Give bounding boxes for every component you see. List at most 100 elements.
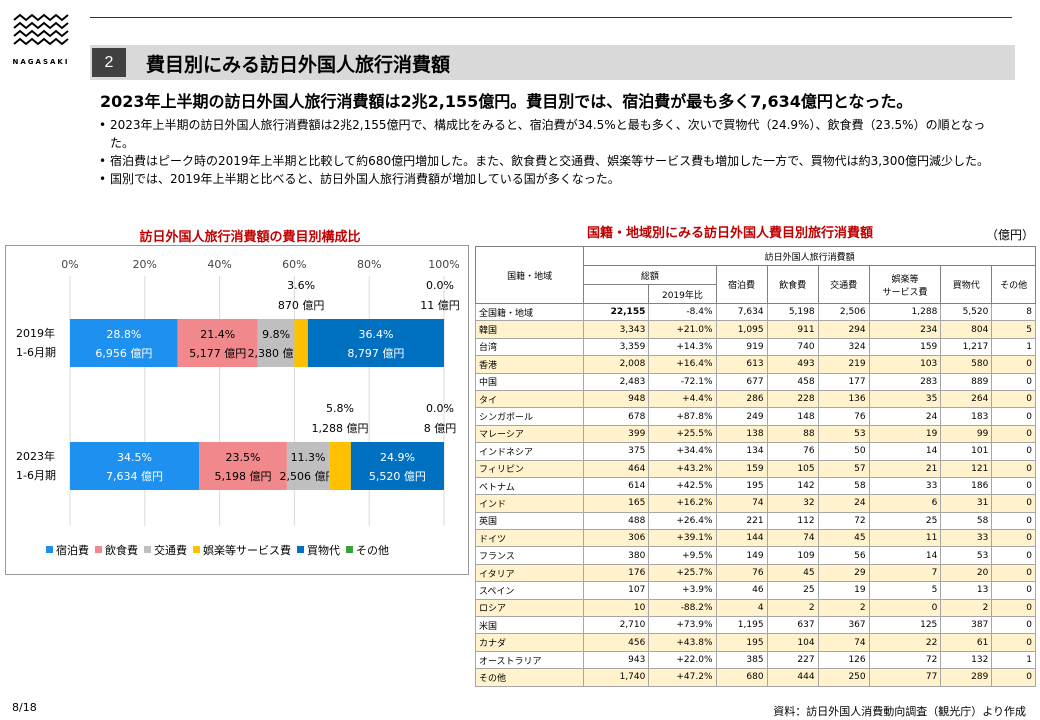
table-cell: 112 [766, 511, 819, 531]
data-label-pct-outside: 0.0% [426, 279, 454, 292]
bullet-item: 国別では、2019年上半期と比べると、訪日外国人旅行消費額が増加している国が多く… [98, 170, 998, 188]
data-label-amount-outside: 8 億円 [424, 422, 457, 435]
table-cell: 58 [817, 476, 870, 496]
table-cell: 72 [817, 511, 870, 531]
table-cell: 219 [817, 355, 870, 374]
bar-segment [329, 442, 351, 490]
cell-region: カナダ [474, 633, 585, 652]
table-cell: 5,198 [766, 302, 819, 322]
col-header-entertainment-line1: 娯楽等 [891, 274, 919, 285]
col-header-entertainment: 娯楽等 サービス費 [868, 265, 942, 304]
table-cell: -8.4% [648, 302, 717, 322]
table-cell: 3,343 [583, 320, 650, 339]
cell-region: 韓国 [474, 320, 585, 339]
table-cell: 444 [766, 668, 819, 687]
data-label-pct: 28.8% [106, 328, 141, 341]
bar-segment [177, 319, 258, 367]
table-cell: 1,740 [583, 668, 650, 687]
cell-region: オーストラリア [474, 650, 585, 670]
table-cell: 6 [868, 494, 942, 513]
table-cell: 2 [940, 598, 993, 618]
source-note: 資料：訪日外国人消費動向調査（観光庁）より作成 [773, 705, 1026, 718]
table-cell: 380 [583, 546, 650, 565]
section-title: 費目別にみる訪日外国人旅行消費額 [146, 54, 451, 76]
table-cell: 0 [991, 459, 1036, 478]
bar-segment [294, 319, 308, 367]
table-cell: 76 [715, 563, 768, 583]
table-cell: 19 [868, 424, 942, 444]
table-cell: 25 [868, 511, 942, 531]
logo-brand: NAGASAKI [12, 58, 70, 66]
table-cell: 2,008 [583, 355, 650, 374]
table-cell: 0 [991, 633, 1036, 652]
table-cell: 183 [940, 407, 993, 426]
data-label-amount: 5,198 億円 [214, 470, 271, 483]
table-cell: +25.5% [648, 424, 717, 444]
table-cell: 125 [868, 616, 942, 635]
table-cell: 228 [766, 389, 819, 409]
table-cell: 948 [583, 389, 650, 409]
table-cell: 2,710 [583, 616, 650, 635]
table-cell: 264 [940, 389, 993, 409]
table-row: カナダ 456 +43.8% 195 104 74 22 61 0 [474, 633, 1036, 652]
data-label-amount-outside: 1,288 億円 [312, 422, 369, 435]
table-cell: 943 [583, 650, 650, 670]
bar-segment [70, 442, 200, 490]
table-cell: 76 [766, 442, 819, 461]
cell-region: インドネシア [474, 442, 585, 461]
table-cell: 677 [715, 372, 768, 391]
table-cell: +73.9% [648, 616, 717, 635]
unit-label: （億円） [986, 228, 1035, 242]
table-cell: 0 [991, 529, 1036, 548]
table-cell: 134 [715, 442, 768, 461]
table-cell: 14 [868, 442, 942, 461]
data-label-pct: 11.3% [291, 451, 326, 464]
data-label-amount: 5,177 億円 [189, 347, 246, 360]
legend-swatch [346, 546, 353, 553]
table-cell: 493 [766, 355, 819, 374]
table-cell: 0 [991, 616, 1036, 635]
x-tick-label: 40% [207, 258, 231, 271]
table-cell: 45 [766, 563, 819, 583]
table-cell: -72.1% [648, 372, 717, 391]
data-label-pct: 9.8% [262, 328, 290, 341]
table-cell: 22,155 [583, 302, 650, 322]
table-cell: +42.5% [648, 476, 717, 496]
table-cell: 7 [868, 563, 942, 583]
table-cell: 7,634 [715, 302, 768, 322]
category-label: 1-6月期 [16, 346, 56, 359]
table-cell: 5 [991, 320, 1036, 339]
table-cell: 580 [940, 355, 993, 374]
table-cell: 0 [991, 598, 1036, 618]
table-cell: 138 [715, 424, 768, 444]
cell-region: タイ [474, 389, 585, 409]
table-cell: 33 [868, 476, 942, 496]
table-cell: 22 [868, 633, 942, 652]
table-cell: 46 [715, 581, 768, 600]
table-cell: 132 [940, 650, 993, 670]
table-cell: 0 [991, 442, 1036, 461]
table-cell: 250 [817, 668, 870, 687]
table-cell: 0 [991, 355, 1036, 374]
table-cell: 61 [940, 633, 993, 652]
nagasaki-logo: NAGASAKI [10, 12, 72, 74]
category-label: 1-6月期 [16, 469, 56, 482]
table-cell: 177 [817, 372, 870, 391]
table-cell: 3,359 [583, 337, 650, 357]
table-cell: 234 [868, 320, 942, 339]
col-header-yoy: 2019年比 [648, 284, 717, 304]
data-label-pct-outside: 3.6% [287, 279, 315, 292]
table-row: 米国 2,710 +73.9% 1,195 637 367 125 387 0 [474, 616, 1036, 635]
table-cell: 613 [715, 355, 768, 374]
table-cell: 159 [715, 459, 768, 478]
table-cell: 0 [868, 598, 942, 618]
legend-label: 娯楽等サービス費 [203, 543, 291, 557]
table-cell: 1,217 [940, 337, 993, 357]
table-row: その他 1,740 +47.2% 680 444 250 77 289 0 [474, 668, 1036, 687]
x-tick-label: 20% [133, 258, 157, 271]
table-cell: 0 [991, 563, 1036, 583]
table-cell: 10 [583, 598, 650, 618]
table-cell: 45 [817, 529, 870, 548]
table-cell: 24 [817, 494, 870, 513]
table-cell: 0 [991, 389, 1036, 409]
